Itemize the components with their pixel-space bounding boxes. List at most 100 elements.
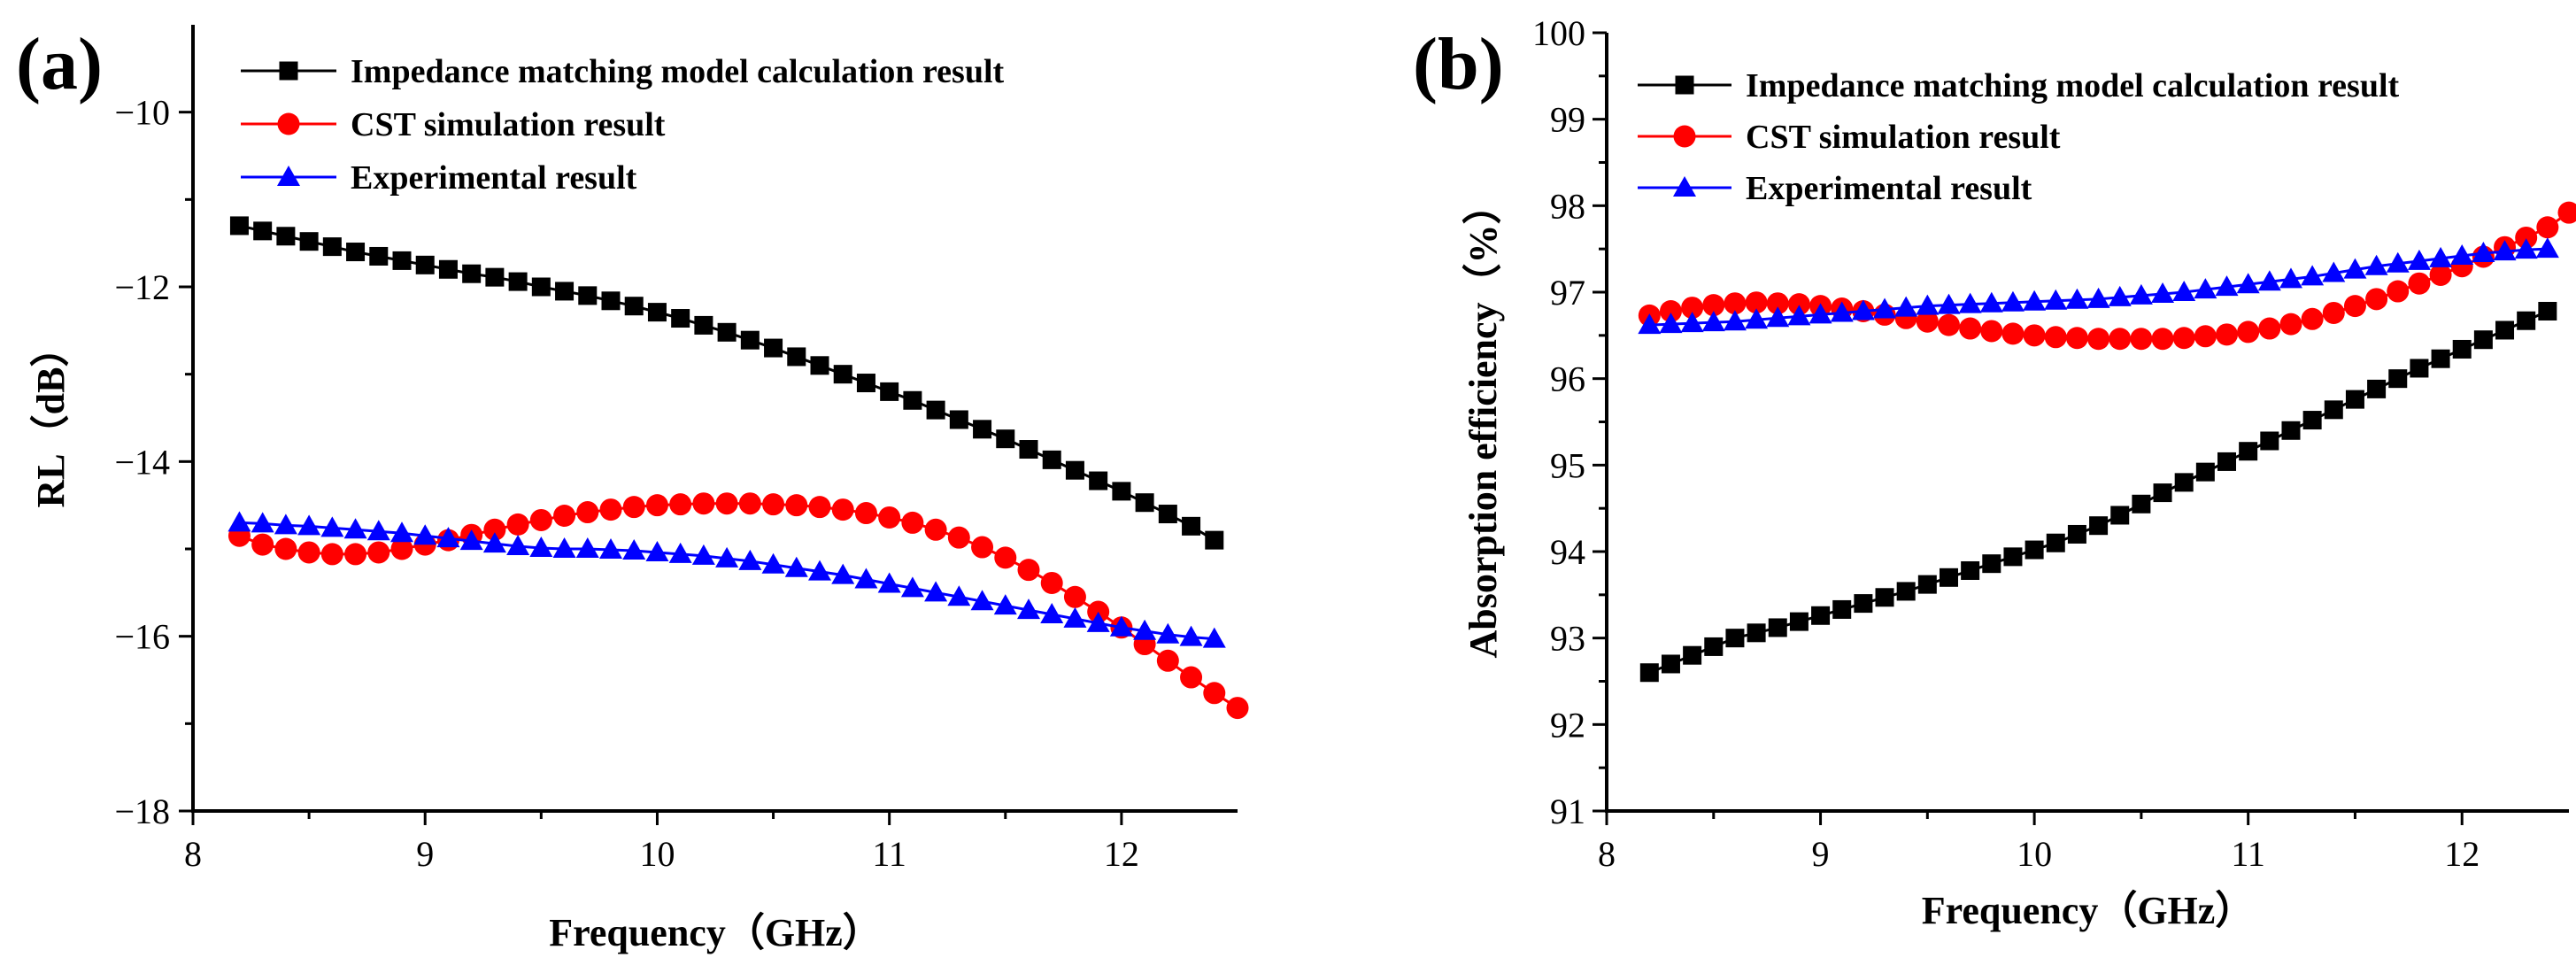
chart-1-series-1-point xyxy=(1659,299,1682,322)
chart-0-series-0-point xyxy=(276,227,296,246)
chart-0-series-1-point xyxy=(924,518,947,541)
chart-0-series-0-point xyxy=(1065,460,1084,480)
chart-1-series-2-point xyxy=(1701,311,1725,332)
chart-1-series-0-point xyxy=(2367,379,2387,398)
chart-1-series-0-point xyxy=(2345,390,2364,409)
chart-0-series-0-point xyxy=(438,259,458,279)
chart-1-series-0-point xyxy=(2452,339,2472,359)
chart-0-series-1-point xyxy=(344,543,367,566)
chart-0-series-1-point xyxy=(599,498,622,521)
chart-1-series-1-point xyxy=(1916,310,1939,333)
chart-0-series-0 xyxy=(229,216,1224,550)
chart-0-series-2-point xyxy=(645,540,669,561)
chart-0-series-1-point xyxy=(1040,571,1063,594)
chart-1-series-2-point xyxy=(2429,246,2453,267)
chart-0-series-0-point xyxy=(253,221,273,241)
chart-1-series-0-point xyxy=(2538,301,2557,320)
chart-0-series-1-point xyxy=(901,511,924,534)
chart-1-series-1-point xyxy=(1681,297,1704,320)
chart-1-series-1-point xyxy=(1787,293,1810,316)
chart-0-x-tick-label: 8 xyxy=(184,834,202,874)
chart-0-series-2-point xyxy=(1063,606,1087,628)
chart-1-series-0-point xyxy=(1661,654,1680,674)
chart-1-series-0-point xyxy=(1982,554,2001,574)
chart-0-x-tick-label: 9 xyxy=(416,834,434,874)
chart-0-series-0-point xyxy=(717,322,737,342)
chart-1-series-0-point xyxy=(2495,320,2515,340)
chart-1-series-0-point xyxy=(1789,612,1809,631)
chart-0-series-1-point xyxy=(297,541,320,564)
chart-0-series-2-point xyxy=(1179,625,1203,646)
chart-0-series-2-point xyxy=(366,520,390,541)
chart-0-series-2-point xyxy=(900,576,924,598)
chart-0-series-1-point xyxy=(274,537,297,560)
chart-1-series-1-point xyxy=(2258,317,2281,340)
chart-0-legend-label-1: CST simulation result xyxy=(351,106,666,143)
chart-1-series-0-point xyxy=(2431,349,2450,368)
chart-1-series-2-point xyxy=(2343,258,2367,279)
chart-1-x-axis-title: Frequency（GHz） xyxy=(1922,889,2255,932)
chart-0-series-1-point xyxy=(553,505,576,528)
chart-1-series-0-point xyxy=(1832,599,1852,619)
chart-1-series-0-point xyxy=(1854,594,1873,614)
chart-0-series-1-point xyxy=(251,533,274,556)
chart-0-series-0-point xyxy=(322,237,342,257)
chart-0-series-2-point xyxy=(274,514,297,535)
chart-0-legend-marker-0 xyxy=(279,61,298,81)
chart-0-series-1-point xyxy=(576,501,599,524)
chart-1-series-0-point xyxy=(1639,663,1659,683)
chart-0-series-0-point xyxy=(485,267,505,287)
chart-1-series-1-point xyxy=(2301,307,2324,330)
chart-1-series-2-point xyxy=(2322,261,2346,282)
chart-0-series-0-point xyxy=(392,251,412,270)
chart-0-series-0-point xyxy=(1182,516,1201,536)
chart-0-series-2-point xyxy=(622,538,646,560)
chart-1-series-0-point xyxy=(2003,547,2023,567)
chart-0-series-0-point xyxy=(601,291,621,311)
chart-0-series-1-point xyxy=(1063,585,1086,608)
chart-0-series-0-point xyxy=(787,347,806,367)
chart-0-y-tick-label: −18 xyxy=(114,792,170,831)
chart-1-series-2-point xyxy=(2279,267,2302,289)
chart-1-series-2-point xyxy=(2065,288,2089,309)
chart-0-series-0-point xyxy=(740,330,760,350)
chart-0-y-tick-label: −12 xyxy=(114,267,170,307)
chart-1-x-tick-label: 11 xyxy=(2231,834,2265,874)
chart-0-series-2-point xyxy=(784,556,808,577)
chart-1-y-tick-label: 92 xyxy=(1550,705,1585,745)
chart-0-series-1-point xyxy=(1017,559,1040,582)
chart-1-y-tick-label: 93 xyxy=(1550,619,1585,659)
chart-0-series-1-point xyxy=(831,498,854,521)
chart-0-series-0-point xyxy=(671,309,690,328)
chart-0-series-0-point xyxy=(647,303,667,322)
chart-1-legend: Impedance matching model calculation res… xyxy=(1638,67,2400,207)
chart-0-series-2-point xyxy=(668,542,692,563)
chart-0-series-2-point xyxy=(877,572,901,593)
chart-0-series-1-point xyxy=(785,494,808,517)
chart-0-series-2-point xyxy=(691,544,715,565)
chart-1-series-2 xyxy=(1638,237,2559,335)
chart-1-legend-label-0: Impedance matching model calculation res… xyxy=(1746,67,2400,104)
chart-1-series-1-point xyxy=(2429,263,2452,286)
chart-0-series-0-point xyxy=(764,338,783,358)
chart-0-series-2-point xyxy=(1202,627,1226,648)
chart-0-series-0-point xyxy=(346,243,366,262)
chart-0-series-0-point xyxy=(1135,493,1154,513)
chart-1-series-2-point xyxy=(2215,275,2239,297)
chart-1-series-0-point xyxy=(2067,524,2086,544)
chart-0-series-2-point xyxy=(390,521,413,543)
chart-1-x-tick-label: 12 xyxy=(2444,834,2480,874)
chart-1-series-2-point xyxy=(1958,292,1982,313)
chart-1-series-2-point xyxy=(2472,242,2495,263)
chart-0-legend-marker-2 xyxy=(277,166,300,186)
chart-1-series-2-point xyxy=(2535,237,2559,259)
chart-0-series-0-point xyxy=(1042,450,1061,469)
chart-0-series-0-point xyxy=(578,286,598,305)
chart-1-series-0-point xyxy=(2153,483,2172,503)
chart-1-series-0-point xyxy=(2281,421,2301,440)
chart-1-series-2-point xyxy=(1638,313,1662,335)
chart-1-series-2-point xyxy=(1809,303,1832,324)
chart-0-series-2-point xyxy=(1040,603,1064,623)
chart-0-series-2 xyxy=(228,511,1226,648)
chart-1-series-1-point xyxy=(1937,313,1960,336)
